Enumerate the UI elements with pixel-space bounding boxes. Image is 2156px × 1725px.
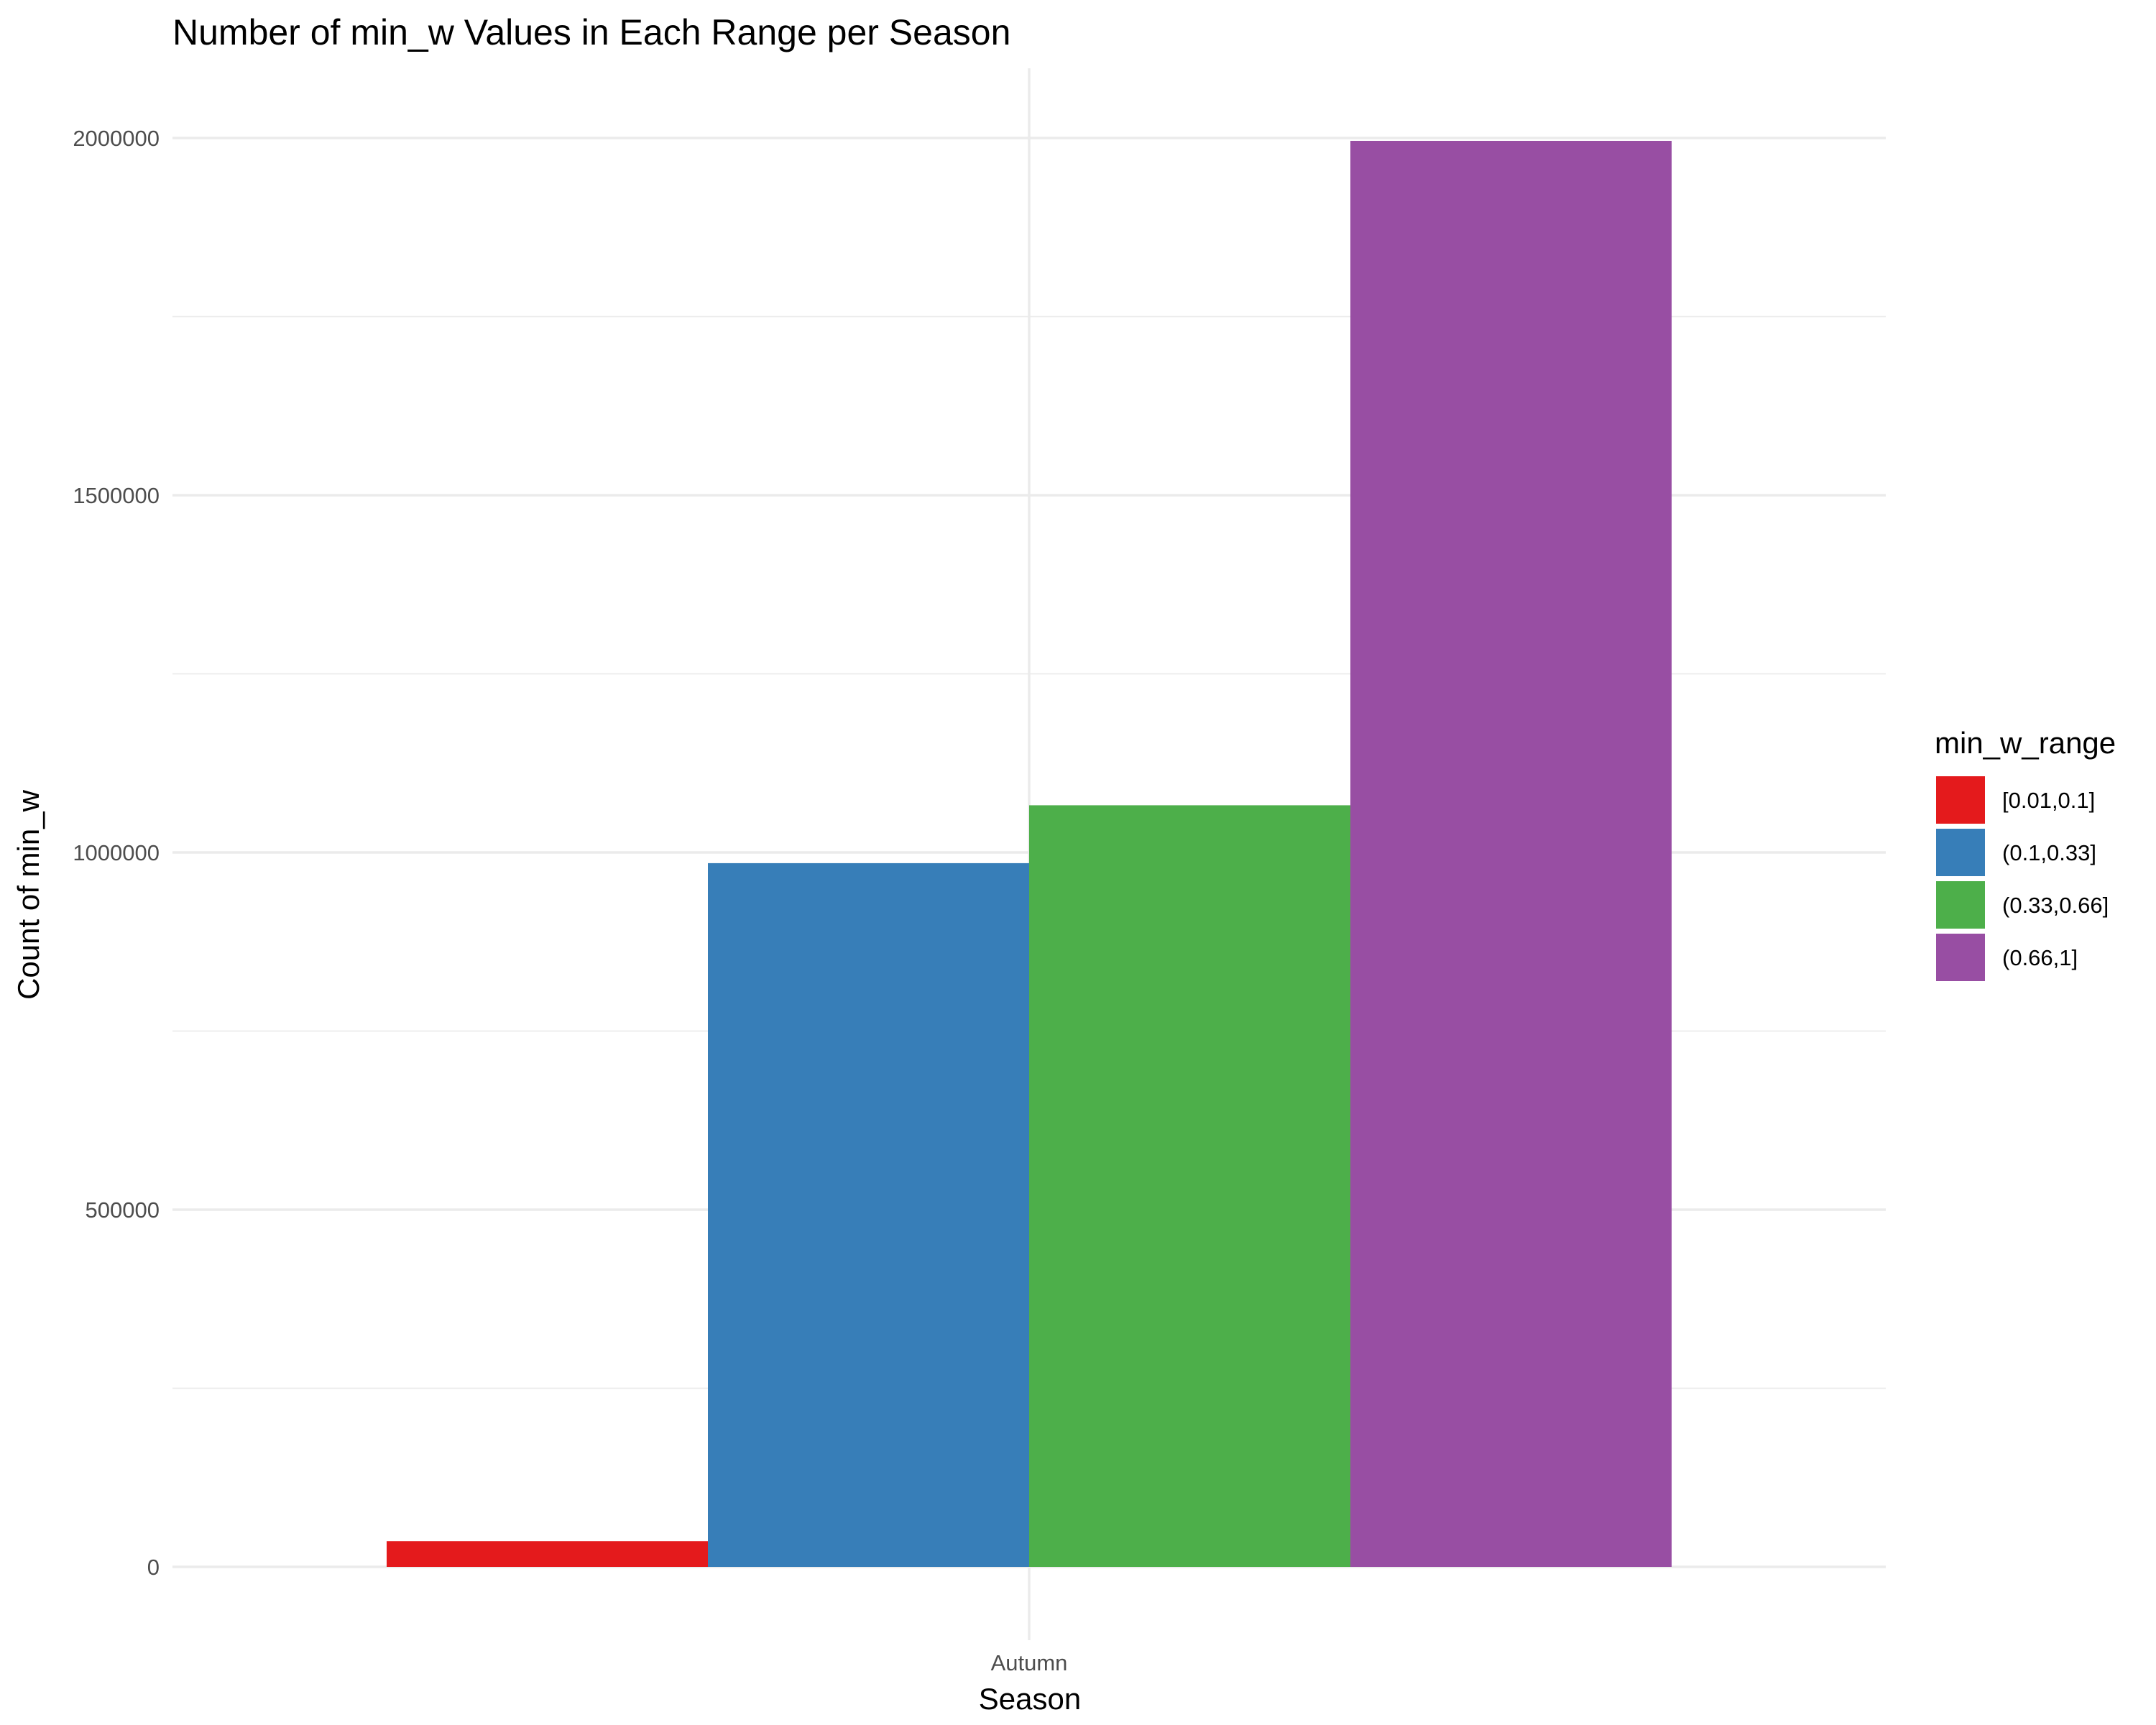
bar	[387, 1541, 708, 1567]
y-tick-label: 0	[147, 1555, 160, 1580]
bars	[387, 140, 1672, 1568]
legend-label: (0.1,0.33]	[2002, 840, 2096, 865]
bar	[1350, 140, 1672, 1568]
y-axis-title: Count of min_w	[11, 789, 45, 999]
legend-title: min_w_range	[1935, 726, 2116, 760]
legend-label: (0.33,0.66]	[2002, 893, 2109, 918]
x-tick-label: Autumn	[991, 1650, 1068, 1675]
y-tick-label: 2000000	[73, 126, 160, 151]
legend-label: (0.66,1]	[2002, 945, 2078, 970]
chart-title: Number of min_w Values in Each Range per…	[172, 12, 1010, 52]
legend: min_w_range [0.01,0.1] (0.1,0.33] (0.33,0.…	[1935, 726, 2116, 981]
bar	[708, 862, 1029, 1567]
legend-key	[1936, 829, 1985, 876]
y-tick-label: 1000000	[73, 840, 160, 865]
legend-key	[1936, 881, 1985, 929]
legend-label: [0.01,0.1]	[2002, 788, 2095, 813]
y-tick-label: 1500000	[73, 483, 160, 508]
x-axis-ticks: Autumn	[991, 1650, 1068, 1675]
bar	[1029, 805, 1350, 1567]
y-tick-label: 500000	[86, 1197, 160, 1223]
legend-key	[1936, 934, 1985, 981]
x-axis-title: Season	[979, 1682, 1081, 1716]
legend-key	[1936, 776, 1985, 824]
y-axis-ticks: 0 500000 1000000 1500000 2000000	[73, 126, 160, 1580]
legend-items: [0.01,0.1] (0.1,0.33] (0.33,0.66] (0.66,1]	[1936, 776, 2109, 981]
